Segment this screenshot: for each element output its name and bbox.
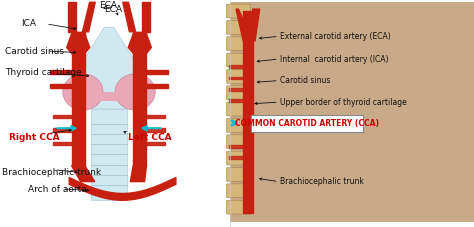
Text: ICA: ICA — [21, 19, 36, 28]
Text: Carotid sinus: Carotid sinus — [5, 47, 64, 56]
Polygon shape — [229, 65, 243, 68]
FancyBboxPatch shape — [227, 184, 250, 198]
Polygon shape — [146, 84, 168, 88]
Ellipse shape — [63, 74, 103, 110]
FancyBboxPatch shape — [227, 151, 250, 165]
Polygon shape — [229, 88, 243, 91]
Text: Arch of aorta: Arch of aorta — [28, 185, 87, 194]
Text: Brachiocephalic trunk: Brachiocephalic trunk — [2, 168, 101, 177]
Text: COMMON CAROTID ARTERY (CCA): COMMON CAROTID ARTERY (CCA) — [235, 119, 379, 128]
Polygon shape — [53, 128, 72, 132]
Text: ECA: ECA — [100, 1, 118, 10]
Bar — [91, 109, 127, 200]
Polygon shape — [146, 128, 165, 132]
FancyBboxPatch shape — [227, 86, 250, 100]
Text: Carotid sinus: Carotid sinus — [280, 76, 330, 85]
FancyBboxPatch shape — [227, 53, 250, 67]
Bar — [230, 2, 474, 222]
FancyBboxPatch shape — [227, 69, 250, 83]
Polygon shape — [76, 27, 142, 109]
FancyBboxPatch shape — [227, 37, 250, 51]
FancyBboxPatch shape — [227, 200, 250, 214]
FancyBboxPatch shape — [227, 102, 250, 116]
Text: External carotid artery (ECA): External carotid artery (ECA) — [280, 32, 391, 41]
FancyBboxPatch shape — [227, 20, 250, 34]
Polygon shape — [53, 142, 72, 145]
Polygon shape — [236, 9, 253, 41]
Polygon shape — [53, 115, 72, 118]
Bar — [0, 0, 230, 227]
Polygon shape — [229, 77, 243, 79]
Polygon shape — [229, 145, 243, 148]
Polygon shape — [72, 166, 95, 182]
Polygon shape — [66, 32, 91, 54]
Text: Brachiocephalic trunk: Brachiocephalic trunk — [280, 177, 364, 186]
Polygon shape — [128, 32, 152, 54]
Text: Right CCA: Right CCA — [9, 133, 60, 142]
Ellipse shape — [115, 74, 155, 110]
Polygon shape — [229, 156, 243, 159]
FancyBboxPatch shape — [227, 135, 250, 149]
Polygon shape — [82, 2, 95, 32]
Polygon shape — [123, 2, 136, 32]
Polygon shape — [130, 166, 146, 182]
Polygon shape — [146, 70, 168, 74]
Polygon shape — [146, 115, 165, 118]
FancyBboxPatch shape — [251, 115, 363, 132]
Text: Internal  carotid artery (ICA): Internal carotid artery (ICA) — [280, 54, 388, 64]
FancyBboxPatch shape — [227, 118, 250, 132]
FancyBboxPatch shape — [227, 168, 250, 181]
Text: ECA: ECA — [104, 5, 122, 14]
Text: Upper border of thyroid cartilage: Upper border of thyroid cartilage — [280, 98, 406, 107]
Polygon shape — [146, 142, 165, 145]
Text: Thyroid cartilage: Thyroid cartilage — [5, 68, 82, 77]
Polygon shape — [253, 9, 260, 41]
Polygon shape — [50, 70, 72, 74]
Text: Left CCA: Left CCA — [128, 133, 172, 142]
Polygon shape — [50, 84, 72, 88]
Polygon shape — [229, 99, 243, 102]
FancyBboxPatch shape — [227, 4, 250, 18]
Bar — [100, 92, 118, 101]
